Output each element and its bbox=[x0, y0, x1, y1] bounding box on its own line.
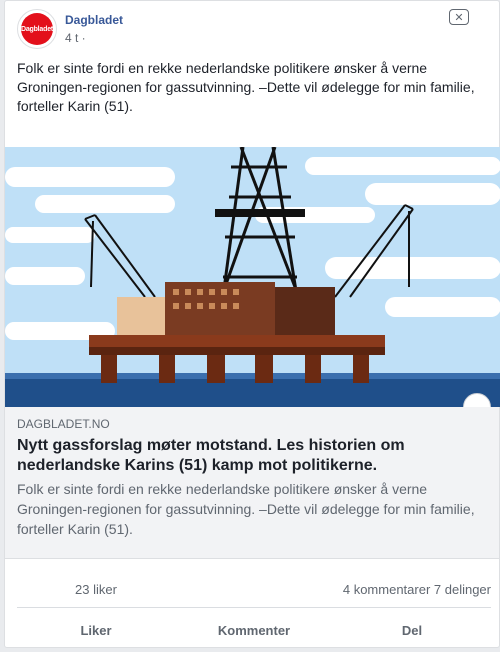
comment-button[interactable]: Kommenter bbox=[217, 622, 291, 638]
close-button[interactable]: ✕ bbox=[449, 9, 469, 25]
divider bbox=[17, 607, 491, 608]
link-description: Folk er sinte fordi en rekke nederlandsk… bbox=[17, 481, 475, 537]
oil-platform-illustration bbox=[5, 147, 500, 407]
link-preview-image[interactable] bbox=[5, 147, 500, 407]
link-title[interactable]: Nytt gassforslag møter motstand. Les his… bbox=[17, 437, 405, 474]
link-domain: DAGBLADET.NO bbox=[17, 417, 110, 431]
page-name-link[interactable]: Dagbladet bbox=[65, 13, 124, 27]
post-timestamp[interactable]: 4 t · bbox=[65, 31, 86, 45]
comments-shares-count[interactable]: 4 kommentarer 7 delinger bbox=[342, 582, 491, 597]
share-button[interactable]: Del bbox=[401, 622, 423, 638]
post-text: Folk er sinte fordi en rekke nederlandsk… bbox=[17, 60, 475, 114]
avatar[interactable]: Dagbladet bbox=[17, 9, 57, 49]
post-header: Dagbladet Dagbladet 4 t · ✕ bbox=[17, 9, 487, 51]
like-button[interactable]: Liker bbox=[80, 622, 112, 638]
link-preview[interactable]: DAGBLADET.NO Nytt gassforslag møter mots… bbox=[5, 407, 499, 559]
post-card: Dagbladet Dagbladet 4 t · ✕ Folk er sint… bbox=[4, 0, 500, 648]
post-stats: 23 liker 4 kommentarer 7 delinger bbox=[17, 579, 491, 601]
post-actions: Liker Kommenter Del bbox=[17, 613, 491, 647]
likes-count[interactable]: 23 liker bbox=[75, 582, 117, 597]
close-icon: ✕ bbox=[454, 11, 464, 24]
dagbladet-logo-icon: Dagbladet bbox=[21, 13, 53, 45]
